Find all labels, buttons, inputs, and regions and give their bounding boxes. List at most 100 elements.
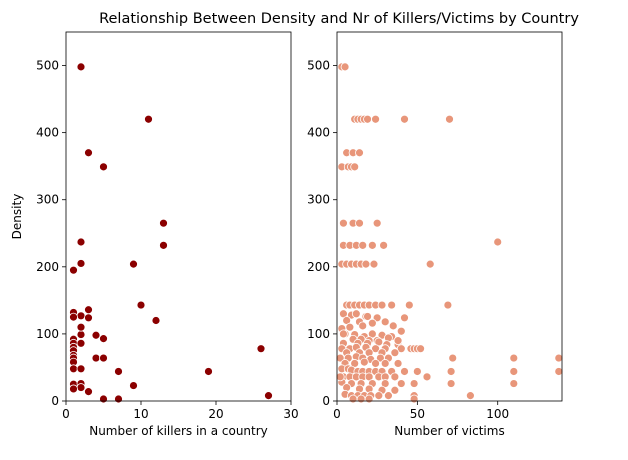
left-data-point: [159, 218, 168, 228]
right-y-tick-label: 300: [307, 193, 330, 207]
right-data-point: [355, 148, 364, 158]
right-x-tick-label: 100: [486, 407, 509, 421]
left-y-tick-label: 500: [36, 59, 59, 73]
left-data-point: [84, 148, 93, 158]
right-data-point: [380, 359, 390, 368]
left-data-point: [76, 338, 86, 348]
right-data-point: [380, 317, 390, 327]
right-data-point: [422, 372, 432, 382]
chart-title: Relationship Between Density and Nr of K…: [99, 11, 579, 27]
left-data-point: [159, 240, 168, 250]
left-data-point: [76, 330, 86, 339]
right-data-point: [409, 379, 419, 388]
left-data-point: [151, 316, 161, 325]
right-data-point: [369, 259, 379, 269]
right-y-tick-label: 0: [322, 394, 330, 408]
right-data-point: [363, 114, 372, 124]
right-data-point: [443, 300, 453, 310]
right-x-axis-label: Number of victims: [394, 424, 504, 438]
right-data-point: [509, 379, 519, 388]
right-data-point: [465, 391, 475, 401]
right-data-point: [446, 379, 456, 388]
left-data-point: [204, 367, 213, 376]
left-x-tick-label: 0: [62, 407, 70, 421]
left-data-point: [84, 313, 93, 323]
left-y-tick-label: 0: [51, 394, 59, 408]
left-data-point: [91, 330, 101, 340]
right-data-point: [339, 329, 348, 339]
left-data-point: [84, 387, 93, 397]
right-data-point: [371, 359, 380, 368]
right-data-point: [371, 114, 380, 124]
left-data-point: [76, 259, 86, 268]
right-data-point: [364, 394, 374, 404]
right-data-point: [409, 394, 419, 404]
left-data-point: [99, 162, 108, 172]
right-data-point: [340, 62, 350, 72]
left-data-point: [114, 367, 123, 376]
left-data-point: [129, 259, 138, 269]
right-data-point: [388, 321, 398, 331]
right-data-point: [400, 367, 409, 376]
right-data-point: [355, 218, 364, 228]
left-data-point: [76, 364, 86, 374]
right-data-point: [356, 394, 366, 404]
left-data-point: [99, 334, 108, 344]
right-y-tick-label: 500: [307, 59, 330, 73]
left-y-tick-label: 400: [36, 126, 59, 140]
right-data-point: [396, 379, 406, 388]
right-data-point: [404, 300, 414, 310]
right-data-point: [393, 359, 403, 368]
right-data-point: [367, 240, 377, 250]
right-y-tick-label: 100: [307, 327, 330, 341]
left-data-point: [69, 384, 78, 394]
right-data-point: [345, 322, 355, 332]
right-data-point: [393, 336, 403, 346]
left-data-point: [69, 265, 78, 275]
left-data-point: [76, 237, 86, 247]
right-data-point: [396, 326, 406, 336]
right-data-point: [339, 218, 348, 228]
right-data-point: [358, 321, 368, 331]
right-data-point: [387, 300, 397, 310]
left-data-point: [99, 394, 108, 404]
left-x-axis-label: Number of killers in a country: [89, 424, 268, 438]
right-data-point: [509, 367, 519, 376]
left-data-point: [76, 383, 86, 392]
right-panel: 0 50 100 0 100 200 300 400 500 Number of victims: [307, 31, 564, 438]
right-data-point: [358, 240, 368, 250]
right-data-point: [390, 385, 400, 395]
right-data-point: [377, 300, 387, 310]
left-x-tick-label: 20: [208, 407, 223, 421]
right-data-point: [359, 357, 369, 367]
right-data-point: [351, 309, 361, 319]
left-y-tick-label: 200: [36, 260, 59, 274]
right-data-point: [412, 367, 422, 376]
right-data-point: [425, 259, 435, 269]
left-data-point: [69, 364, 78, 374]
left-data-point: [91, 353, 101, 363]
left-data-point: [264, 391, 273, 401]
right-data-point: [416, 344, 425, 354]
right-data-point: [363, 312, 372, 321]
right-data-point: [384, 391, 393, 401]
right-data-point: [367, 318, 377, 328]
right-data-point: [372, 218, 382, 228]
left-x-tick-label: 10: [133, 407, 148, 421]
right-data-point: [350, 162, 360, 172]
left-y-axis-label: Density: [10, 194, 24, 240]
left-data-point: [76, 322, 86, 332]
right-data-point: [554, 367, 564, 376]
left-data-point: [144, 114, 153, 124]
right-data-point: [348, 394, 358, 404]
right-data-point: [400, 313, 409, 323]
left-data-point: [76, 311, 86, 321]
right-data-point: [374, 391, 384, 401]
left-data-point: [76, 62, 86, 72]
right-y-tick-label: 400: [307, 126, 330, 140]
left-y-tick-label: 100: [36, 327, 59, 341]
right-data-point: [335, 372, 345, 382]
right-data-point: [448, 353, 458, 363]
